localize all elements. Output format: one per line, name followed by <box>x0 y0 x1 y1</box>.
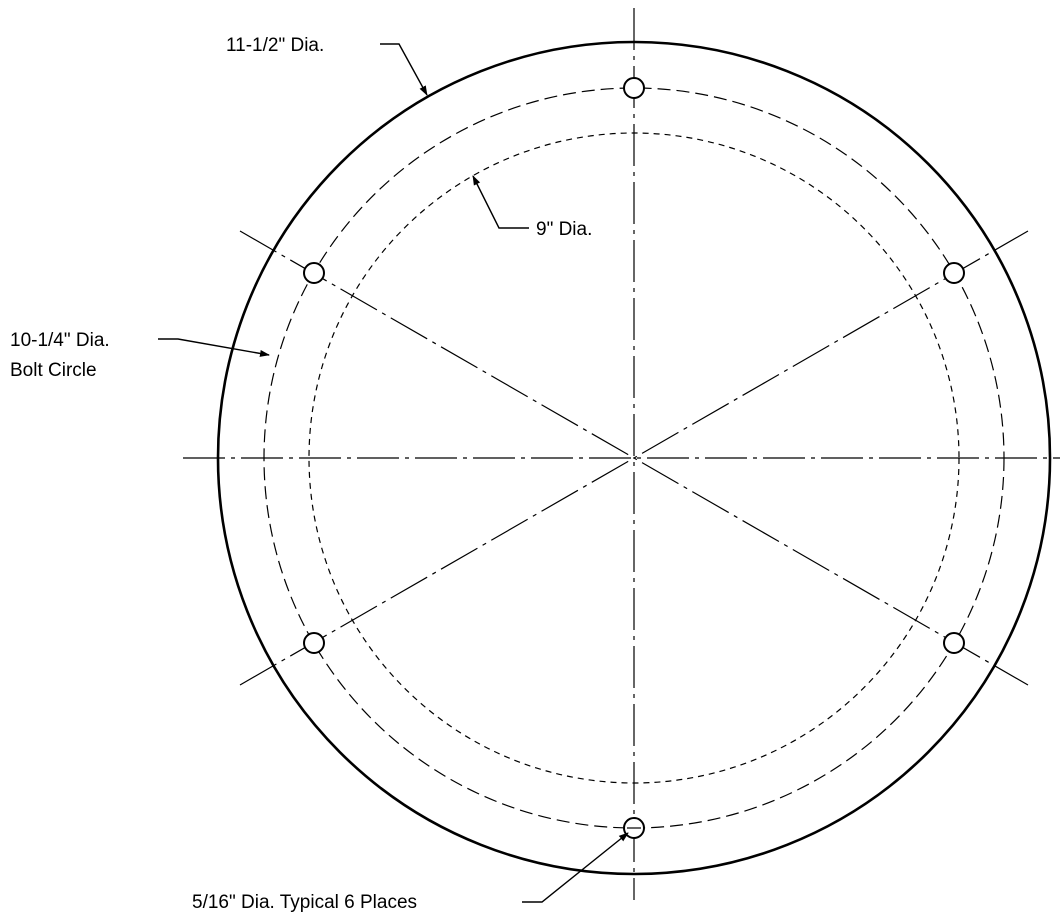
bolt-circle-leader <box>158 338 270 357</box>
bolt-hole-upper-right <box>943 262 965 284</box>
hole-note-leader <box>522 832 629 903</box>
outer-diameter-label: 11-1/2" Dia. <box>226 35 324 56</box>
bolt-holes <box>303 77 965 839</box>
outer-diameter-leader <box>380 43 428 96</box>
hole-note-label: 5/16" Dia. Typical 6 Places <box>192 892 417 913</box>
inner-diameter-leader <box>472 175 529 229</box>
bolt-hole-lower-left <box>303 632 325 654</box>
bolt-hole-upper-left <box>303 262 325 284</box>
diagonal-centerline-b <box>239 230 1029 686</box>
bolt-hole-lower-right <box>943 632 965 654</box>
bolt-circle-label-line2: Bolt Circle <box>10 360 97 381</box>
bolt-circle-label-line1: 10-1/4" Dia. <box>10 330 110 351</box>
inner-diameter-label: 9" Dia. <box>536 219 592 240</box>
bolt-hole-top <box>623 77 645 99</box>
